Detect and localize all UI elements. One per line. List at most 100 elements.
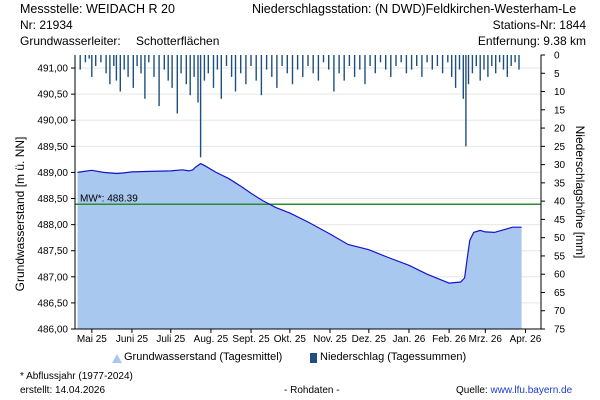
x-tick-label: Juli 25	[156, 334, 185, 345]
precip-bar	[119, 55, 121, 92]
footnote: * Abflussjahr (1977-2024)	[20, 371, 133, 382]
precip-bar	[462, 55, 464, 99]
x-tick-label: Jan. 26	[393, 334, 426, 345]
precip-bar	[225, 55, 228, 66]
precip-bar	[322, 55, 325, 63]
aquifer-value: Schotterflächen	[136, 34, 220, 48]
station-number: Nr: 21934	[20, 18, 73, 32]
x-tick-label: Aug. 25	[194, 334, 229, 345]
precip-bar	[447, 55, 449, 63]
station-title: Messstelle: WEIDACH R 20	[20, 2, 175, 16]
precip-bar	[421, 55, 423, 77]
y2-ticks: 0 5 10 15 20 25 30 35 40 45 50 55 60 65 70 75	[541, 51, 566, 336]
y2-tick-label: 0	[554, 51, 560, 62]
precip-bar	[475, 55, 477, 66]
x-tick-label: Apr. 26	[510, 334, 542, 345]
y-tick-label: 489,50	[37, 142, 68, 153]
precip-bar	[105, 55, 107, 74]
precip-bar	[451, 55, 453, 77]
precip-bar	[436, 55, 439, 66]
precip-bar	[123, 55, 125, 70]
x-tick-label: Mrz. 26	[469, 334, 503, 345]
precip-bar	[136, 55, 138, 66]
x-tick-label: Dez. 25	[352, 334, 387, 345]
y2-tick-label: 25	[554, 142, 566, 153]
y-tick-label: 491,00	[37, 64, 68, 75]
y2-tick-label: 65	[554, 288, 566, 299]
precip-bar	[454, 55, 457, 88]
precip-bar	[271, 55, 273, 77]
precip-bar	[109, 55, 111, 85]
precip-bar	[265, 55, 268, 70]
y2-tick-label: 50	[554, 233, 566, 244]
precip-bar	[338, 55, 340, 74]
precip-bar	[95, 55, 97, 66]
precip-bar	[144, 55, 146, 99]
precip-legend-icon	[310, 353, 317, 363]
precip-bar	[369, 55, 371, 66]
y2-tick-label: 30	[554, 160, 566, 171]
distance: Entfernung: 9.38 km	[477, 34, 586, 48]
legend-groundwater: Grundwasserstand (Tagesmittel)	[124, 351, 283, 363]
precip-bar	[180, 55, 182, 74]
precip-bar	[359, 55, 361, 70]
precip-bar	[84, 55, 87, 63]
precip-bar	[296, 55, 299, 70]
created-date: erstellt: 14.04.2026	[20, 385, 106, 396]
precip-bar	[307, 55, 309, 66]
y2-tick-label: 55	[554, 251, 566, 262]
precip-bar	[260, 55, 263, 96]
x-tick-label: Mai 25	[77, 334, 107, 345]
precip-bar	[390, 55, 392, 77]
precip-bar	[153, 55, 155, 77]
precip-bar	[426, 55, 428, 63]
precip-bar	[171, 55, 173, 88]
precip-bar	[348, 55, 351, 66]
y2-tick-label: 45	[554, 215, 566, 226]
precip-bar	[276, 55, 278, 88]
y2-tick-label: 15	[554, 105, 566, 116]
precip-bar	[148, 55, 150, 63]
precip-bar	[506, 55, 508, 77]
x-tick-label: Feb. 26	[432, 334, 466, 345]
precip-bar	[291, 55, 294, 85]
precip-bar	[212, 55, 215, 88]
source: Quelle: www.lfu.bayern.de	[456, 385, 572, 396]
x-tick-label: Sept. 25	[232, 334, 270, 345]
precip-bar	[132, 55, 134, 88]
precip-bar	[467, 55, 470, 85]
x-ticks: Mai 25 Juni 25 Juli 25 Aug. 25 Sept. 25 Okt. …	[77, 329, 542, 345]
precip-station-title: Niederschlagsstation: (N DWD)Feldkirchen…	[252, 2, 577, 16]
precip-bar	[410, 55, 413, 70]
precip-bar	[353, 55, 356, 77]
precip-bar	[491, 55, 493, 66]
precip-bar	[374, 55, 376, 74]
y2-tick-label: 70	[554, 306, 566, 317]
precip-bar	[216, 55, 219, 70]
precip-bar	[343, 55, 345, 81]
mean-label: MW*: 488.39	[80, 193, 138, 204]
precip-bar	[510, 55, 512, 66]
y-tick-label: 490,50	[37, 90, 68, 101]
precip-bar	[405, 55, 408, 74]
precip-bar	[471, 55, 474, 74]
precip-bar	[230, 55, 233, 77]
precip-bar	[379, 55, 382, 63]
precip-bar	[163, 55, 165, 70]
precip-bar	[207, 55, 209, 74]
raw-data-note: - Rohdaten -	[284, 385, 340, 396]
y-tick-label: 486,50	[37, 298, 68, 309]
precip-bar	[498, 55, 501, 63]
y-tick-label: 487,50	[37, 246, 68, 257]
precip-bar	[286, 55, 288, 74]
precip-bar	[465, 55, 467, 147]
precip-bar	[193, 55, 195, 77]
x-tick-label: Nov. 25	[313, 334, 347, 345]
precip-bar	[140, 55, 142, 74]
y-tick-label: 489,00	[37, 168, 68, 179]
precip-bar	[199, 55, 202, 158]
y2-tick-label: 20	[554, 124, 566, 135]
precip-bar	[100, 55, 102, 63]
source-link[interactable]: www.lfu.bayern.de	[490, 385, 573, 396]
